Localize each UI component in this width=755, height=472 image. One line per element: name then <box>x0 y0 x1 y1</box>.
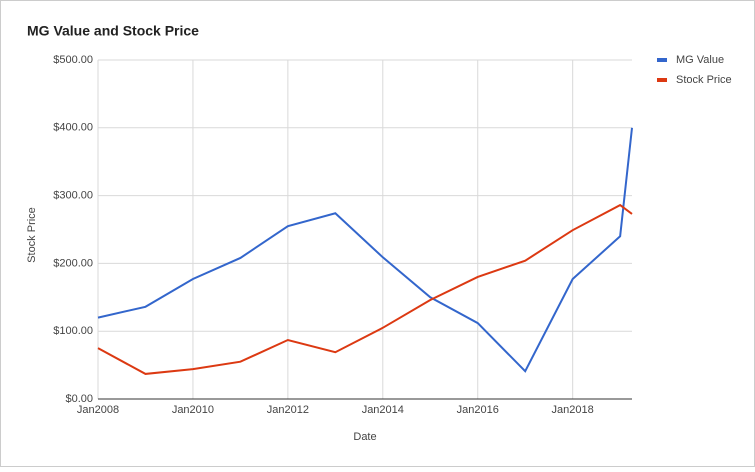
x-tick-label: Jan2008 <box>77 404 119 416</box>
legend-swatch <box>657 78 667 82</box>
x-tick-label: Jan2010 <box>172 404 214 416</box>
legend-label: MG Value <box>676 54 724 66</box>
y-tick-label: $400.00 <box>53 122 93 134</box>
legend-swatch <box>657 58 667 62</box>
y-tick-label: $100.00 <box>53 325 93 337</box>
x-axis-title: Date <box>353 431 376 443</box>
series-line <box>97 127 633 373</box>
legend-label: Stock Price <box>676 74 732 86</box>
chart-title: MG Value and Stock Price <box>27 23 199 39</box>
x-tick-label: Jan2014 <box>362 404 404 416</box>
x-tick-label: Jan2016 <box>457 404 499 416</box>
x-tick-label: Jan2018 <box>552 404 594 416</box>
y-tick-label: $500.00 <box>53 54 93 66</box>
y-tick-label: $200.00 <box>53 257 93 269</box>
series-line <box>97 203 633 375</box>
y-tick-label: $300.00 <box>53 190 93 202</box>
y-axis-title: Stock Price <box>26 207 38 263</box>
x-tick-label: Jan2012 <box>267 404 309 416</box>
y-tick-label: $0.00 <box>65 393 93 405</box>
